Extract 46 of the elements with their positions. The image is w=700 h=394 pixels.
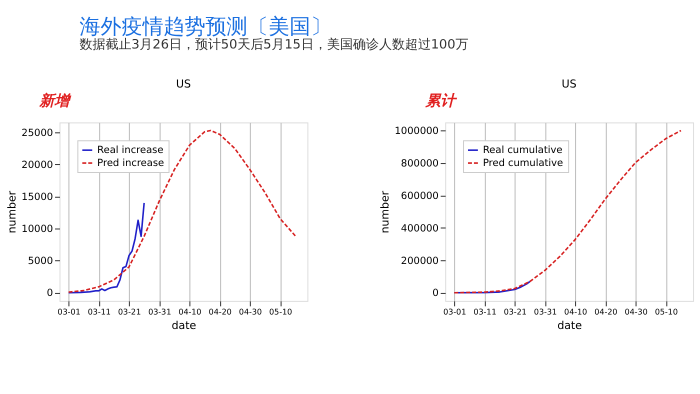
x-tick-label: 05-10	[269, 307, 292, 316]
line-series	[68, 130, 296, 293]
line-series	[68, 202, 145, 294]
x-tick-label: 03-11	[88, 307, 111, 316]
y-tick-label: 200000	[400, 256, 439, 267]
text: 累计	[424, 92, 458, 110]
text: 数据截止3月26日，预计50天后5月15日，美国确诊人数超过100万	[79, 36, 468, 53]
text: 海外疫情趋势预测〔美国〕	[79, 14, 332, 39]
legend-label: Real cumulative	[482, 145, 562, 156]
text: 新增	[38, 92, 72, 110]
x-tick-label: 03-11	[473, 307, 496, 316]
chart-title: US	[562, 78, 577, 91]
y-tick-label: 600000	[400, 190, 439, 202]
x-tick-label: 03-21	[118, 307, 142, 316]
x-tick-label: 03-21	[504, 307, 527, 316]
line-series	[453, 130, 682, 294]
y-tick-label: 20000	[22, 160, 54, 171]
y-axis-title: number	[378, 190, 392, 234]
y-tick-label: 0	[432, 288, 439, 300]
x-tick-label: 03-01	[443, 307, 466, 316]
y-tick-label: 5000	[28, 256, 54, 268]
x-tick-label: 04-20	[208, 307, 232, 316]
x-tick-label: 04-10	[178, 307, 202, 316]
chart-title: US	[176, 78, 191, 91]
y-tick-label: 25000	[22, 128, 54, 139]
x-tick-label: 05-10	[654, 307, 678, 316]
x-axis-title: date	[172, 319, 196, 332]
legend-label: Real increase	[97, 145, 164, 156]
x-tick-label: 03-01	[58, 307, 81, 316]
x-tick-label: 04-10	[564, 307, 588, 316]
y-tick-label: 10000	[22, 224, 54, 236]
x-tick-label: 04-20	[594, 307, 618, 316]
y-tick-label: 400000	[400, 223, 439, 234]
x-tick-label: 03-31	[534, 307, 557, 316]
x-tick-label: 03-31	[148, 307, 172, 316]
y-tick-label: 0	[46, 288, 54, 300]
x-tick-label: 04-30	[624, 307, 648, 316]
y-axis-title: number	[6, 190, 19, 234]
y-tick-label: 800000	[400, 158, 439, 170]
x-tick-label: 04-30	[238, 307, 262, 316]
legend-label: Pred cumulative	[482, 158, 564, 170]
x-axis-title: date	[557, 319, 582, 332]
line-series	[453, 280, 531, 294]
y-tick-label: 15000	[22, 192, 54, 204]
y-tick-label: 1000000	[394, 126, 439, 137]
legend-label: Pred increase	[97, 158, 164, 170]
